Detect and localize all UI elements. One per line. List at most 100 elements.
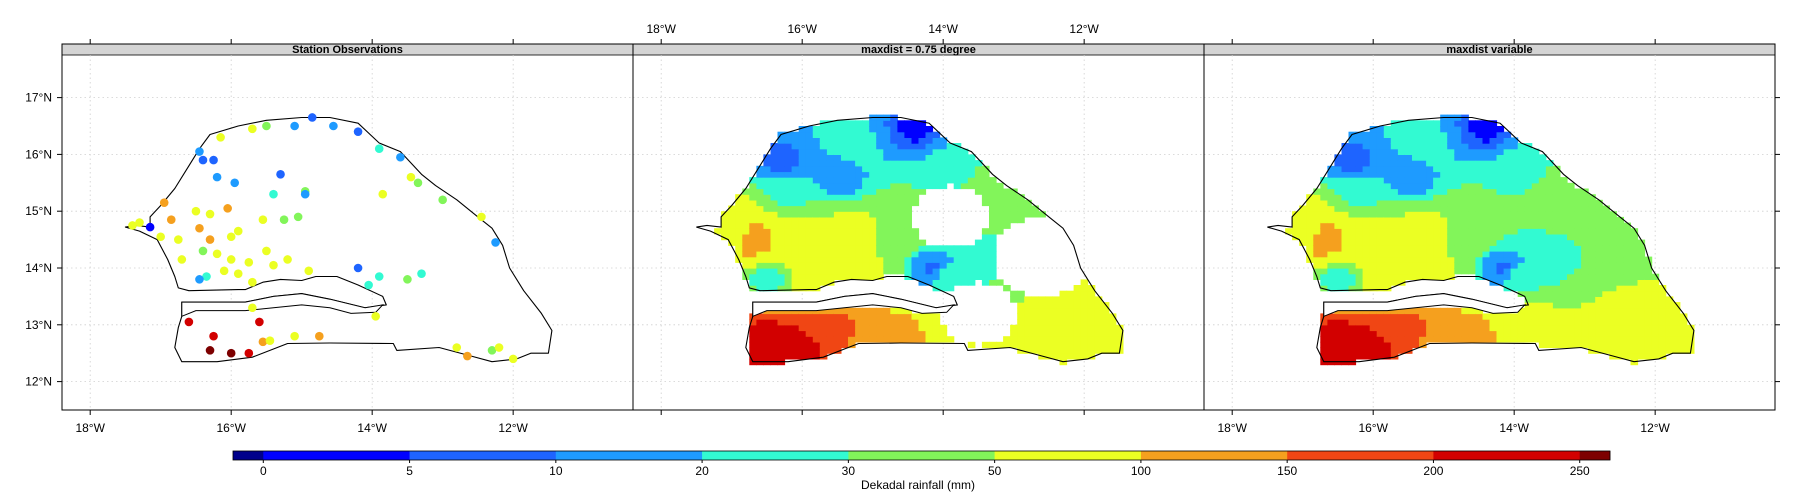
field-cell (1348, 233, 1357, 241)
field-cell (1644, 285, 1653, 292)
field-cell (862, 182, 870, 190)
field-cell (1327, 251, 1335, 258)
field-cell (1426, 143, 1434, 150)
field-cell (1510, 143, 1519, 150)
field-cell (862, 319, 870, 326)
field-cell (1073, 324, 1082, 332)
field-cell (1489, 211, 1498, 218)
field-cell (1489, 239, 1498, 246)
field-cell (1552, 233, 1561, 241)
field-cell (932, 171, 941, 178)
field-cell (1468, 216, 1476, 224)
field-cell (1369, 222, 1378, 229)
field-cell (1306, 245, 1314, 252)
panel-title-fixed: maxdist = 0.75 degree (861, 44, 976, 56)
field-cell (791, 188, 800, 195)
field-cell (1524, 285, 1533, 292)
field-cell (1426, 251, 1434, 258)
field-cell (1630, 347, 1639, 354)
field-cell (1073, 313, 1082, 320)
field-cell (1362, 194, 1371, 201)
field-cell (770, 188, 779, 195)
field-cell (1052, 313, 1060, 320)
field-cell (974, 262, 983, 269)
field-cell (1658, 336, 1667, 343)
field-cell (1602, 239, 1610, 246)
field-cell (1362, 143, 1371, 150)
field-cell (1545, 313, 1554, 320)
field-cell (1524, 171, 1533, 178)
field-cell (1376, 313, 1385, 320)
field-cell (1651, 296, 1660, 303)
field-cell (960, 165, 969, 173)
field-cell (1362, 199, 1371, 207)
field-cell (897, 222, 905, 229)
field-cell (1412, 319, 1420, 326)
field-cell (1468, 205, 1476, 212)
field-cell (1383, 285, 1392, 292)
field-cell (1503, 194, 1512, 201)
field-cell (1524, 233, 1533, 241)
field-cell (1306, 216, 1314, 224)
field-cell (1552, 336, 1561, 343)
field-cell (890, 222, 898, 229)
field-cell (784, 148, 793, 155)
field-cell (798, 154, 807, 161)
field-cell (967, 182, 976, 190)
field-cell (805, 233, 814, 241)
field-cell (1567, 279, 1575, 286)
field-cell (1383, 262, 1392, 269)
field-cell (1066, 341, 1075, 349)
field-cell (981, 245, 990, 252)
field-cell (1024, 341, 1032, 349)
field-cell (763, 171, 771, 178)
field-cell (883, 177, 891, 184)
field-cell (1574, 216, 1582, 224)
field-cell (1348, 177, 1357, 184)
field-cell (1447, 205, 1455, 212)
field-cell (1369, 262, 1378, 269)
field-cell (798, 148, 807, 155)
field-cell (1447, 182, 1455, 190)
field-cell (1426, 268, 1434, 275)
field-cell (1510, 279, 1519, 286)
field-cell (1461, 160, 1469, 167)
field-cell (1412, 245, 1420, 252)
field-cell (812, 154, 821, 161)
field-cell (770, 341, 779, 349)
field-cell (1574, 273, 1582, 280)
field-cell (1679, 336, 1688, 343)
field-cell (1454, 336, 1462, 343)
field-cell (1045, 330, 1053, 337)
field-cell (1376, 177, 1385, 184)
field-cell (763, 341, 771, 349)
station-point (262, 246, 271, 256)
field-cell (1602, 205, 1610, 212)
field-cell (777, 256, 786, 263)
field-cell (1524, 160, 1533, 167)
field-cell (798, 324, 807, 332)
field-cell (876, 205, 884, 212)
field-cell (1475, 216, 1483, 224)
field-cell (1609, 268, 1617, 275)
field-cell (1341, 251, 1350, 258)
field-cell (1588, 324, 1596, 332)
field-cell (1362, 131, 1371, 138)
field-cell (1334, 330, 1342, 337)
field-cell (1341, 313, 1350, 320)
field-cell (1538, 319, 1547, 326)
field-cell (805, 188, 814, 195)
field-cell (876, 262, 884, 269)
field-cell (805, 324, 814, 332)
field-cell (812, 199, 821, 207)
field-cell (749, 268, 757, 275)
field-cell (1574, 296, 1582, 303)
field-cell (749, 211, 757, 218)
field-cell (1468, 171, 1476, 178)
field-cell (1482, 268, 1491, 275)
field-cell (1433, 262, 1441, 269)
field-cell (1482, 245, 1491, 252)
field-cell (1651, 330, 1660, 337)
field-cell (1531, 296, 1540, 303)
field-cell (1412, 148, 1420, 155)
